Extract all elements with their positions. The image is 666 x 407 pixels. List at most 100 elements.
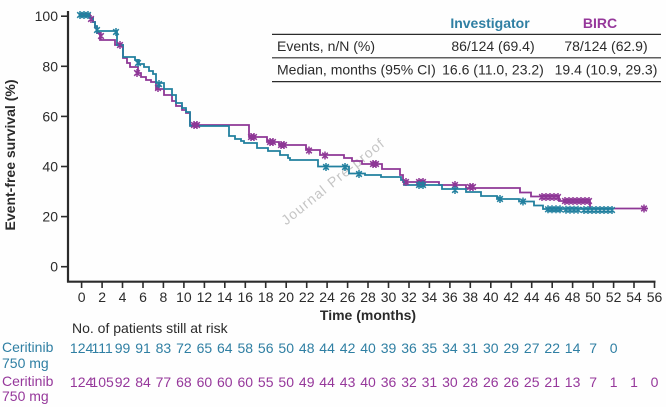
svg-text:4: 4 — [119, 289, 127, 305]
svg-text:28: 28 — [360, 289, 376, 305]
svg-text:0: 0 — [610, 340, 618, 356]
svg-text:36: 36 — [442, 289, 458, 305]
svg-text:124: 124 — [70, 340, 94, 356]
svg-text:105: 105 — [90, 374, 114, 390]
svg-text:26: 26 — [483, 374, 499, 390]
svg-text:22: 22 — [299, 289, 315, 305]
svg-text:44: 44 — [319, 374, 335, 390]
svg-text:99: 99 — [115, 340, 131, 356]
svg-text:29: 29 — [504, 340, 520, 356]
svg-text:14: 14 — [217, 289, 233, 305]
svg-text:36: 36 — [381, 374, 397, 390]
svg-text:31: 31 — [422, 374, 438, 390]
svg-text:16.6 (11.0, 23.2): 16.6 (11.0, 23.2) — [442, 62, 544, 78]
svg-text:Ceritinib: Ceritinib — [2, 373, 54, 389]
svg-text:Event-free survival (%): Event-free survival (%) — [2, 80, 18, 231]
svg-text:50: 50 — [585, 289, 601, 305]
svg-text:111: 111 — [91, 340, 112, 356]
svg-text:7: 7 — [589, 340, 597, 356]
svg-text:BIRC: BIRC — [583, 15, 617, 31]
svg-text:10: 10 — [176, 289, 192, 305]
svg-text:21: 21 — [544, 374, 560, 390]
svg-text:83: 83 — [156, 340, 172, 356]
svg-text:26: 26 — [504, 374, 520, 390]
svg-text:24: 24 — [319, 289, 335, 305]
svg-text:56: 56 — [258, 340, 274, 356]
svg-text:1: 1 — [610, 374, 618, 390]
svg-text:38: 38 — [463, 289, 479, 305]
svg-text:80: 80 — [42, 58, 58, 74]
svg-text:54: 54 — [626, 289, 642, 305]
svg-text:19.4 (10.9, 29.3): 19.4 (10.9, 29.3) — [555, 62, 658, 78]
svg-text:0: 0 — [651, 374, 659, 390]
svg-text:100: 100 — [35, 8, 59, 24]
svg-text:40: 40 — [42, 159, 58, 175]
svg-text:Ceritinib: Ceritinib — [2, 339, 54, 355]
svg-text:48: 48 — [565, 289, 581, 305]
svg-text:44: 44 — [524, 289, 540, 305]
svg-text:40: 40 — [360, 374, 376, 390]
svg-text:50: 50 — [278, 374, 294, 390]
svg-text:Investigator: Investigator — [450, 15, 530, 31]
svg-text:30: 30 — [483, 340, 499, 356]
svg-text:44: 44 — [319, 340, 335, 356]
svg-text:32: 32 — [401, 289, 417, 305]
svg-text:750 mg: 750 mg — [2, 355, 49, 371]
svg-text:35: 35 — [422, 340, 438, 356]
svg-text:50: 50 — [278, 340, 294, 356]
svg-text:56: 56 — [647, 289, 663, 305]
svg-text:92: 92 — [115, 374, 131, 390]
svg-text:77: 77 — [156, 374, 172, 390]
svg-text:34: 34 — [442, 340, 458, 356]
svg-text:65: 65 — [197, 340, 213, 356]
svg-text:78/124 (62.9): 78/124 (62.9) — [564, 38, 647, 54]
svg-text:84: 84 — [135, 374, 151, 390]
svg-text:750 mg: 750 mg — [2, 388, 49, 404]
svg-text:0: 0 — [78, 289, 86, 305]
svg-text:58: 58 — [238, 340, 254, 356]
svg-text:32: 32 — [401, 374, 417, 390]
svg-text:60: 60 — [238, 374, 254, 390]
svg-text:14: 14 — [565, 340, 581, 356]
svg-text:31: 31 — [463, 340, 479, 356]
svg-text:0: 0 — [50, 259, 58, 275]
svg-text:16: 16 — [238, 289, 254, 305]
svg-text:60: 60 — [217, 374, 233, 390]
svg-text:42: 42 — [340, 340, 356, 356]
svg-text:52: 52 — [606, 289, 622, 305]
svg-text:20: 20 — [278, 289, 294, 305]
svg-text:20: 20 — [42, 209, 58, 225]
svg-text:30: 30 — [381, 289, 397, 305]
svg-text:1: 1 — [630, 374, 638, 390]
svg-text:13: 13 — [565, 374, 581, 390]
svg-text:86/124 (69.4): 86/124 (69.4) — [451, 38, 534, 54]
svg-text:40: 40 — [360, 340, 376, 356]
svg-text:25: 25 — [524, 374, 540, 390]
svg-text:Time (months): Time (months) — [320, 307, 416, 323]
svg-text:40: 40 — [483, 289, 499, 305]
svg-text:55: 55 — [258, 374, 274, 390]
svg-text:22: 22 — [544, 340, 560, 356]
svg-text:39: 39 — [381, 340, 397, 356]
svg-text:6: 6 — [139, 289, 147, 305]
svg-text:Median, months (95% CI): Median, months (95% CI) — [277, 62, 436, 78]
svg-text:8: 8 — [160, 289, 168, 305]
svg-text:60: 60 — [197, 374, 213, 390]
svg-text:48: 48 — [299, 340, 315, 356]
svg-text:No. of patients still at risk: No. of patients still at risk — [72, 320, 229, 336]
svg-text:7: 7 — [589, 374, 597, 390]
svg-text:64: 64 — [217, 340, 233, 356]
svg-text:46: 46 — [544, 289, 560, 305]
svg-text:49: 49 — [299, 374, 315, 390]
svg-text:42: 42 — [504, 289, 520, 305]
svg-text:27: 27 — [524, 340, 540, 356]
svg-text:60: 60 — [42, 108, 58, 124]
svg-text:28: 28 — [463, 374, 479, 390]
svg-text:12: 12 — [197, 289, 213, 305]
svg-text:72: 72 — [176, 340, 192, 356]
svg-text:2: 2 — [98, 289, 106, 305]
svg-text:34: 34 — [422, 289, 438, 305]
svg-text:43: 43 — [340, 374, 356, 390]
svg-text:124: 124 — [70, 374, 94, 390]
svg-text:26: 26 — [340, 289, 356, 305]
